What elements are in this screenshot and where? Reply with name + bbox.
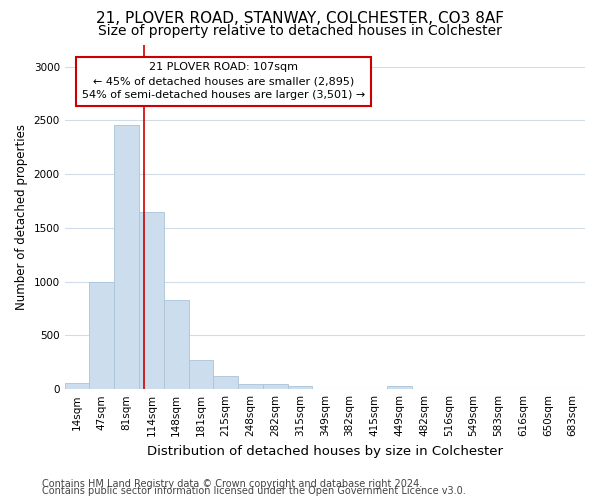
Bar [263,384,287,389]
Bar [287,386,313,389]
Text: Contains HM Land Registry data © Crown copyright and database right 2024.: Contains HM Land Registry data © Crown c… [42,479,422,489]
Bar [387,386,412,389]
Text: 21 PLOVER ROAD: 107sqm
← 45% of detached houses are smaller (2,895)
54% of semi-: 21 PLOVER ROAD: 107sqm ← 45% of detached… [82,62,365,100]
Y-axis label: Number of detached properties: Number of detached properties [15,124,28,310]
Text: Contains public sector information licensed under the Open Government Licence v3: Contains public sector information licen… [42,486,466,496]
Bar [188,360,214,389]
Bar [139,212,164,389]
Bar [164,300,188,389]
Bar [214,376,238,389]
X-axis label: Distribution of detached houses by size in Colchester: Distribution of detached houses by size … [147,444,503,458]
Text: 21, PLOVER ROAD, STANWAY, COLCHESTER, CO3 8AF: 21, PLOVER ROAD, STANWAY, COLCHESTER, CO… [96,11,504,26]
Text: Size of property relative to detached houses in Colchester: Size of property relative to detached ho… [98,24,502,38]
Bar [89,282,114,389]
Bar [65,384,89,389]
Bar [238,384,263,389]
Bar [114,124,139,389]
